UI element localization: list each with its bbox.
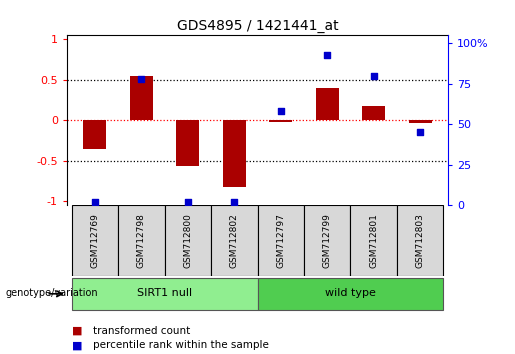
Text: ■: ■ [72,326,82,336]
Point [370,73,378,79]
Bar [316,88,339,120]
Bar [222,120,246,187]
Bar [83,120,107,149]
Text: transformed count: transformed count [93,326,190,336]
Bar [258,278,443,310]
Bar [72,205,118,276]
Point [416,130,424,135]
Text: percentile rank within the sample: percentile rank within the sample [93,340,269,350]
Point [277,109,285,114]
Point [230,199,238,205]
Bar [258,205,304,276]
Bar [211,205,258,276]
Bar [165,205,211,276]
Point [91,199,99,205]
Bar [118,205,165,276]
Text: wild type: wild type [325,288,376,298]
Title: GDS4895 / 1421441_at: GDS4895 / 1421441_at [177,19,338,33]
Bar [304,205,350,276]
Text: GSM712800: GSM712800 [183,213,192,268]
Bar [269,120,293,122]
Text: GSM712798: GSM712798 [137,213,146,268]
Bar [130,76,153,120]
Text: GSM712802: GSM712802 [230,213,239,268]
Bar [408,120,432,123]
Text: GSM712769: GSM712769 [90,213,99,268]
Text: GSM712803: GSM712803 [416,213,425,268]
Bar [350,205,397,276]
Bar [397,205,443,276]
Bar [176,120,199,166]
Point [184,199,192,205]
Bar [72,278,258,310]
Point [137,76,145,82]
Bar [362,106,385,120]
Text: ■: ■ [72,340,82,350]
Text: SIRT1 null: SIRT1 null [137,288,192,298]
Text: GSM712797: GSM712797 [276,213,285,268]
Text: genotype/variation: genotype/variation [5,288,98,298]
Text: GSM712801: GSM712801 [369,213,378,268]
Text: GSM712799: GSM712799 [323,213,332,268]
Point [323,52,331,58]
